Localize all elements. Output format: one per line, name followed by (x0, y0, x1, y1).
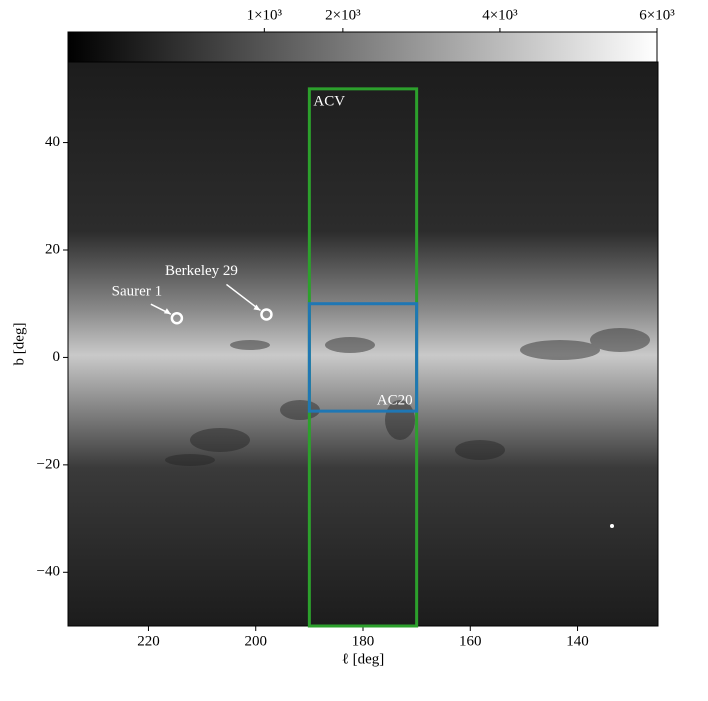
region-label: ACV (313, 93, 345, 109)
y-tick-label: −20 (37, 456, 60, 472)
cluster-marker (260, 308, 273, 321)
x-tick-label: 220 (137, 633, 160, 649)
colorbar-tick-label: 1×10³ (247, 7, 283, 23)
y-tick-label: 40 (45, 134, 60, 150)
y-tick-label: 20 (45, 241, 60, 257)
colorbar (67, 31, 658, 63)
x-axis-label: ℓ [deg] (342, 651, 385, 667)
x-tick-label: 160 (459, 633, 482, 649)
cluster-arrow (225, 283, 261, 312)
region-box (307, 302, 419, 413)
y-tick-label: −40 (37, 564, 60, 580)
y-tick-label: 0 (53, 349, 61, 365)
colorbar-tick-label: 4×10³ (482, 7, 518, 23)
colorbar-tick-label: 6×10³ (639, 7, 675, 23)
sky-image (68, 62, 658, 626)
y-axis-label: b [deg] (11, 323, 27, 366)
x-tick-label: 180 (352, 633, 375, 649)
cluster-marker (170, 311, 184, 325)
cluster-arrowhead (163, 308, 171, 315)
cluster-label: Berkeley 29 (165, 263, 238, 279)
x-tick-label: 140 (566, 633, 589, 649)
colorbar-tick-label: 2×10³ (325, 7, 361, 23)
region-label: AC20 (377, 393, 413, 409)
cluster-arrowhead (253, 304, 261, 311)
cluster-label: Saurer 1 (112, 284, 162, 300)
x-tick-label: 200 (244, 633, 267, 649)
